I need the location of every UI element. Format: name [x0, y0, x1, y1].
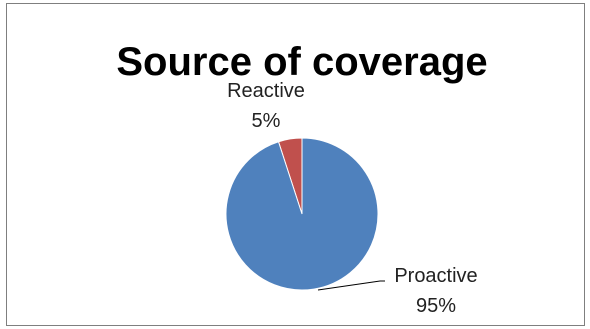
data-label-value-proactive: 95%: [416, 295, 456, 317]
data-labels: Reactive 5% Proactive 95%: [227, 80, 478, 317]
data-label-value-reactive: 5%: [252, 110, 281, 132]
pie-slices: [225, 137, 379, 291]
chart-title: Source of coverage: [116, 40, 487, 84]
data-label-category-reactive: Reactive: [227, 80, 305, 102]
pie-slice-proactive: [225, 137, 379, 291]
data-label-category-proactive: Proactive: [394, 265, 477, 287]
leader-lines: [317, 280, 385, 291]
leader-line-proactive: [317, 280, 385, 291]
